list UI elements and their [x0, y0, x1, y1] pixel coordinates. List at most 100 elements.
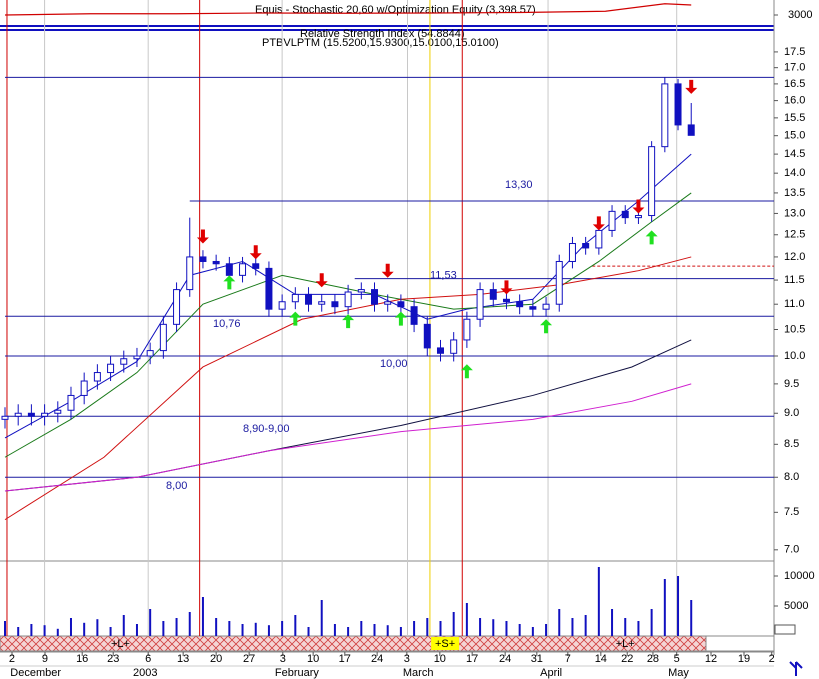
candle-body	[80, 380, 88, 396]
x-tick-label: 23	[107, 653, 119, 665]
chart-title: Equis - Stochastic 20,60 w/Optimization …	[255, 4, 536, 16]
candle-body	[674, 83, 682, 126]
candle-body	[595, 229, 603, 249]
candle-body	[450, 339, 458, 354]
candle-body	[476, 289, 484, 320]
y-tick-label: 12.0	[784, 251, 805, 263]
y-tick-label: 17.5	[784, 46, 805, 58]
y-tick-label: 15.5	[784, 112, 805, 124]
sell-arrow	[592, 216, 605, 231]
candle-body	[225, 263, 233, 276]
x-tick-label: 22	[621, 653, 633, 665]
y-tick-label: 10.0	[784, 350, 805, 362]
candle-body	[252, 263, 260, 269]
candle-body	[133, 355, 141, 360]
month-label: February	[275, 667, 320, 679]
candle-body	[14, 412, 22, 417]
x-tick-label: 13	[177, 653, 189, 665]
buy-arrow	[460, 364, 473, 379]
candle-body	[344, 291, 352, 308]
candle-body	[542, 303, 550, 310]
buy-arrow	[394, 311, 407, 326]
level-label: 8,90-9,00	[243, 423, 289, 435]
x-tick-label: 14	[595, 653, 607, 665]
x-tick-label: 20	[210, 653, 222, 665]
sell-arrow	[249, 245, 262, 260]
candle-body	[529, 306, 537, 310]
candle-body	[423, 323, 431, 349]
x-tick-label: 24	[499, 653, 511, 665]
month-label: 2003	[133, 667, 157, 679]
x-tick-label: 19	[738, 653, 750, 665]
scroll-up-arrow[interactable]	[789, 661, 803, 676]
x-tick-label: 12	[705, 653, 717, 665]
x-tick-label: 3	[280, 653, 286, 665]
candle-body	[568, 243, 576, 262]
candle-body	[120, 358, 128, 365]
sell-arrow	[196, 229, 209, 244]
candle-body	[384, 301, 392, 305]
volume-tick-label: 5000	[784, 600, 808, 612]
candle-body	[582, 243, 590, 249]
level-label: 13,30	[505, 179, 533, 191]
candle-body	[687, 124, 695, 136]
scroll-box[interactable]	[774, 624, 796, 635]
y-tick-label: 17.0	[784, 62, 805, 74]
candle-body	[305, 293, 313, 305]
candle-body	[159, 323, 167, 352]
month-label: May	[668, 667, 689, 679]
candle-body	[27, 412, 35, 417]
y-tick-label: 12.5	[784, 229, 805, 241]
candle-body	[54, 409, 62, 414]
candle-body	[318, 301, 326, 305]
x-tick-label: 17	[466, 653, 478, 665]
candle-body	[173, 289, 181, 325]
buy-arrow	[645, 230, 658, 245]
sell-arrow	[632, 199, 645, 214]
x-tick-label: 5	[674, 653, 680, 665]
buy-arrow	[540, 319, 553, 334]
volume-tick-label: 10000	[784, 570, 815, 582]
candle-body	[648, 146, 656, 217]
candle-body	[239, 263, 247, 276]
level-label: 10,00	[380, 358, 408, 370]
x-tick-label: 2	[769, 653, 775, 665]
signal-strip-end	[705, 635, 775, 652]
candle-body	[1, 415, 9, 420]
y-tick-label: 11.0	[784, 298, 805, 310]
y-tick-label: 14.0	[784, 167, 805, 179]
candle-body	[436, 347, 444, 354]
candle-body	[661, 83, 669, 148]
sell-arrow	[315, 273, 328, 288]
candle-body	[278, 301, 286, 310]
buy-arrow	[342, 314, 355, 329]
x-tick-label: 17	[339, 653, 351, 665]
x-tick-label: 10	[434, 653, 446, 665]
candle-body	[199, 256, 207, 262]
candle-body	[212, 260, 220, 265]
x-tick-label: 28	[647, 653, 659, 665]
x-tick-label: 24	[371, 653, 383, 665]
candle-body	[186, 256, 194, 291]
equity-tick-label: 3000	[788, 9, 812, 21]
equity-line	[4, 3, 692, 16]
x-tick-label: 6	[145, 653, 151, 665]
candle-body	[357, 289, 365, 293]
candle-body	[608, 210, 616, 231]
moving-average	[4, 383, 692, 492]
candle-body	[410, 306, 418, 325]
y-tick-label: 9.5	[784, 378, 799, 390]
candle-body	[331, 301, 339, 308]
y-tick-label: 11.5	[784, 274, 805, 286]
sell-arrow	[381, 263, 394, 278]
candle-body	[621, 210, 629, 219]
security-title: PTBVLPTM (15.5200,15.9300,15.0100,15.010…	[262, 37, 499, 49]
candle-body	[265, 267, 273, 310]
y-tick-label: 7.5	[784, 506, 799, 518]
month-label: December	[10, 667, 61, 679]
candle-body	[291, 293, 299, 303]
candle-body	[67, 394, 75, 411]
y-tick-label: 8.0	[784, 471, 799, 483]
level-label: 10,76	[213, 318, 241, 330]
y-tick-label: 16.5	[784, 78, 805, 90]
